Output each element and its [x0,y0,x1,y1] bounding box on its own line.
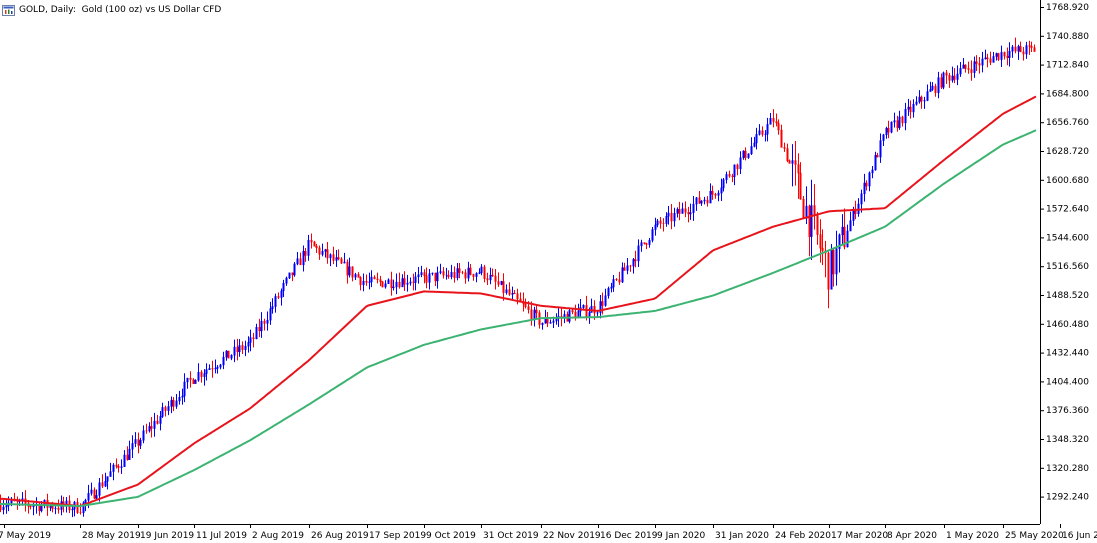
price-tick-label: 1292.240 [1046,493,1089,503]
date-tick-label: 8 Apr 2020 [887,531,937,541]
date-tick-label: 16 Dec 2019 [600,531,658,541]
price-tick-label: 1600.680 [1046,176,1089,186]
chart-title: GOLD, Daily: Gold (100 oz) vs US Dollar … [19,5,222,15]
chart-header: GOLD, Daily: Gold (100 oz) vs US Dollar … [2,3,221,17]
date-tick-label: 25 May 2020 [1005,531,1064,541]
price-tick-label: 1628.720 [1046,147,1089,157]
date-tick-label: 24 Feb 2020 [775,531,831,541]
price-tick-label: 1768.920 [1046,3,1089,13]
date-tick-label: 19 Jun 2019 [140,531,194,541]
price-tick-label: 1488.520 [1046,291,1089,301]
price-tick-label: 1656.760 [1046,118,1089,128]
price-tick-label: 1376.360 [1046,406,1089,416]
chart-window-icon [2,4,15,16]
price-tick-label: 1432.440 [1046,349,1089,359]
date-tick-label: 26 Aug 2019 [311,531,369,541]
date-tick-label: 2 Aug 2019 [252,531,304,541]
moving-average-slow-line [0,129,1037,508]
date-tick-label: 22 Nov 2019 [543,531,601,541]
date-tick-label: 7 May 2019 [0,531,51,541]
date-tick-label: 11 Jul 2019 [196,531,247,541]
date-tick-label: 9 Jan 2020 [657,531,705,541]
price-tick-label: 1712.840 [1046,61,1089,71]
price-tick-label: 1320.280 [1046,464,1089,474]
price-tick-label: 1740.880 [1046,32,1089,42]
date-tick-label: 31 Jan 2020 [715,531,769,541]
price-tick-label: 1516.560 [1046,262,1089,272]
price-tick-label: 1544.600 [1046,233,1089,243]
date-tick-label: 16 Jun 2020 [1062,531,1097,541]
price-tick-label: 1348.320 [1046,435,1089,445]
candlestick-series [0,37,1036,518]
date-tick-label: 1 May 2020 [946,531,999,541]
price-tick-label: 1460.480 [1046,320,1089,330]
moving-average-fast-line [0,95,1037,508]
date-tick-label: 28 May 2019 [82,531,141,541]
price-tick-label: 1684.800 [1046,89,1089,99]
date-tick-label: 31 Oct 2019 [483,531,539,541]
price-tick-label: 1404.400 [1046,377,1089,387]
date-tick-label: 9 Oct 2019 [426,531,476,541]
price-tick-label: 1572.640 [1046,205,1089,215]
date-tick-label: 17 Sep 2019 [369,531,426,541]
date-tick-label: 17 Mar 2020 [831,531,888,541]
